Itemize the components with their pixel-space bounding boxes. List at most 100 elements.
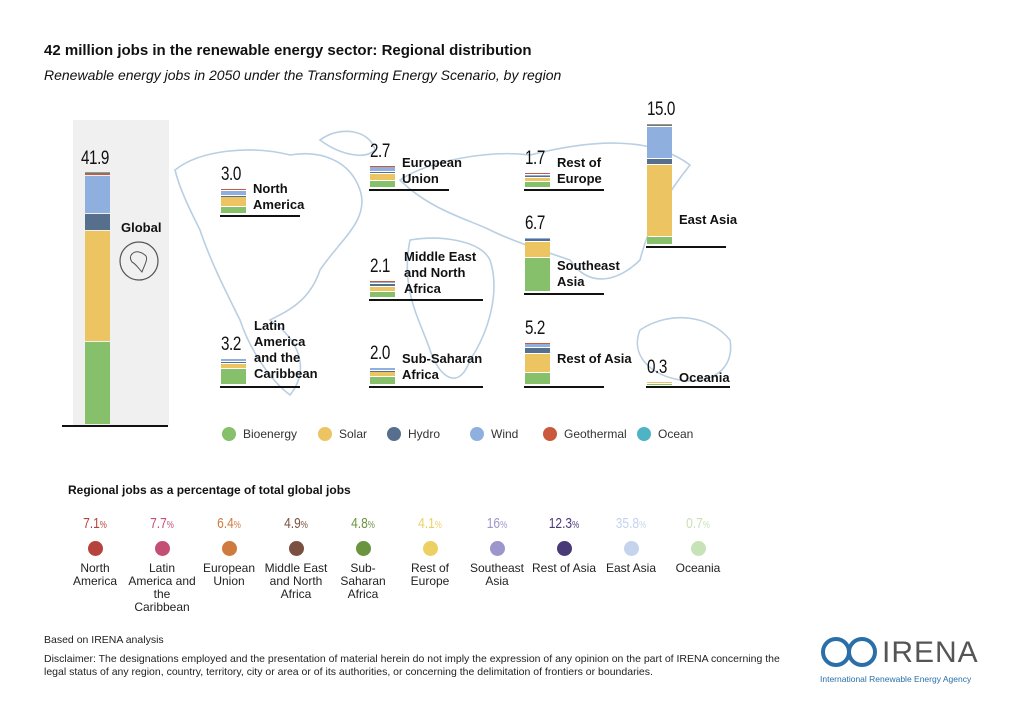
region-bar-rest-of-asia xyxy=(525,0,550,385)
share-dot xyxy=(154,541,170,556)
bar-segment-hydro xyxy=(221,361,246,364)
share-item-sub-saharan-africa: 4.8% Sub-Saharan Africa xyxy=(328,515,398,601)
region-bar-middle-east-and-north-africa xyxy=(370,0,395,298)
region-baseline xyxy=(524,293,604,295)
region-total: 0.3 xyxy=(647,356,667,378)
share-title: Regional jobs as a percentage of total g… xyxy=(68,483,351,497)
bar-segment-hydro xyxy=(525,348,550,353)
bar-segment-solar xyxy=(525,353,550,372)
bar-segment-wind xyxy=(370,167,395,171)
legend-item-geothermal: Geothermal xyxy=(543,427,627,441)
region-baseline xyxy=(369,386,483,388)
region-bar-oceania xyxy=(647,0,672,385)
share-item-oceania: 0.7% Oceania xyxy=(663,515,733,575)
region-baseline xyxy=(220,386,300,388)
logo-subtitle: International Renewable Energy Agency xyxy=(820,674,972,684)
bar-segment-wind xyxy=(370,368,395,370)
bar-segment-solar xyxy=(647,381,672,383)
globe-icon xyxy=(119,241,159,281)
global-label: Global xyxy=(121,220,162,235)
region-baseline xyxy=(524,189,604,191)
bar-segment-ocean xyxy=(647,123,672,125)
share-label: North America xyxy=(72,561,117,588)
bar-segment-geothermal xyxy=(221,189,246,190)
share-label: European Union xyxy=(202,561,256,588)
legend-item-hydro: Hydro xyxy=(387,427,440,441)
bar-segment-solar xyxy=(221,364,246,368)
bar-segment-wind xyxy=(525,344,550,348)
region-bar-european-union xyxy=(370,0,395,188)
bar-segment-hydro xyxy=(370,284,395,286)
share-value: 4.8% xyxy=(351,515,375,532)
legend-item-ocean: Ocean xyxy=(637,427,693,441)
region-total: 6.7 xyxy=(525,212,545,234)
region-total: 3.2 xyxy=(221,334,241,356)
bar-segment-geothermal xyxy=(525,342,550,344)
region-total: 15.0 xyxy=(647,98,675,120)
legend-label: Hydro xyxy=(408,427,441,441)
bar-segment-bioenergy xyxy=(370,377,395,384)
share-item-north-america: 7.1% North America xyxy=(60,515,130,588)
share-value: 12.3% xyxy=(548,515,580,532)
bar-segment-solar xyxy=(221,197,246,206)
region-total: 2.1 xyxy=(370,255,390,277)
bar-segment-solar xyxy=(525,177,550,181)
region-label: North America xyxy=(253,181,305,212)
region-baseline xyxy=(646,246,726,248)
bar-segment-solar xyxy=(370,372,395,376)
legend-label: Geothermal xyxy=(564,427,627,441)
region-total: 2.0 xyxy=(370,343,390,365)
region-baseline xyxy=(646,386,730,388)
bar-segment-bioenergy xyxy=(221,206,246,213)
share-label: Southeast Asia xyxy=(469,561,525,588)
region-bar-latin-america-and-the-caribbean xyxy=(221,0,246,385)
bar-segment-wind xyxy=(647,126,672,158)
share-dot xyxy=(422,541,438,556)
bar-segment-solar xyxy=(525,241,550,257)
bar-segment-wind xyxy=(221,190,246,195)
share-label: Latin America and the Caribbean xyxy=(128,561,196,614)
share-item-middle-east-and-north-africa: 4.9% Middle East and North Africa xyxy=(261,515,331,601)
region-label: European Union xyxy=(402,155,462,186)
irena-logo-icon xyxy=(821,637,877,667)
region-bar-north-america xyxy=(221,0,246,214)
bar-segment-ocean xyxy=(85,171,110,173)
irena-logo: IRENA International Renewable Energy Age… xyxy=(820,636,978,684)
legend-item-solar: Solar xyxy=(318,427,367,441)
share-dot xyxy=(221,541,237,556)
share-value: 4.1% xyxy=(418,515,442,532)
legend-label: Wind xyxy=(491,427,519,441)
bar-segment-hydro xyxy=(221,195,246,197)
region-label: East Asia xyxy=(679,212,738,227)
legend-swatch xyxy=(543,427,557,441)
share-item-rest-of-asia: 12.3% Rest of Asia xyxy=(529,515,599,575)
global-total: 41.9 xyxy=(81,148,109,169)
bar-segment-wind xyxy=(221,359,246,361)
region-baseline xyxy=(524,386,604,388)
world-map-outline xyxy=(174,130,732,397)
share-label: East Asia xyxy=(605,561,657,575)
share-item-southeast-asia: 16% Southeast Asia xyxy=(462,515,532,588)
region-bar-sub-saharan-africa xyxy=(370,0,395,385)
legend-item-wind: Wind xyxy=(470,427,518,441)
share-label: Sub-Saharan Africa xyxy=(340,561,386,601)
bar-segment-solar xyxy=(370,173,395,180)
bar-segment-hydro xyxy=(647,158,672,164)
share-label: Oceania xyxy=(675,561,721,575)
bar-segment-hydro xyxy=(525,176,550,177)
region-label: Southeast Asia xyxy=(557,258,620,289)
share-dot xyxy=(556,541,572,556)
legend-swatch xyxy=(387,427,401,441)
bar-segment-bioenergy xyxy=(525,373,550,384)
bar-segment-bioenergy xyxy=(85,342,110,424)
share-item-rest-of-europe: 4.1% Rest of Europe xyxy=(395,515,465,588)
bar-segment-bioenergy xyxy=(525,181,550,187)
legend-swatch xyxy=(470,427,484,441)
share-value: 35.8% xyxy=(615,515,647,532)
share-label: Rest of Asia xyxy=(531,561,597,575)
legend-item-bioenergy: Bioenergy xyxy=(222,427,297,441)
share-value: 16% xyxy=(486,515,508,532)
bar-segment-wind xyxy=(525,237,550,239)
share-item-east-asia: 35.8% East Asia xyxy=(596,515,666,575)
share-value: 6.4% xyxy=(217,515,241,532)
